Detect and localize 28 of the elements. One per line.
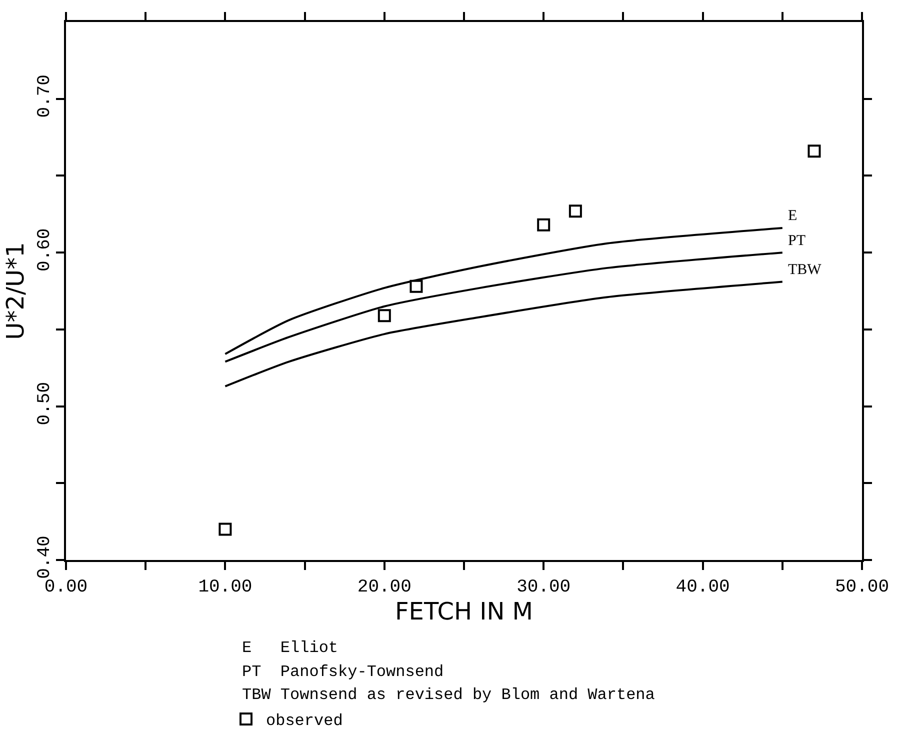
y-tick-label: 0.60 [34, 228, 55, 272]
line-series [224, 280, 784, 388]
x-tick-label: 40.00 [676, 578, 730, 598]
point [378, 309, 391, 322]
point [218, 522, 232, 536]
x-tick-label: 20.00 [357, 578, 412, 598]
x-axis-title: FETCH IN M [394, 598, 534, 626]
series-label: TBW [788, 262, 822, 278]
text: TBW Townsend as revised by Blom and Wartena [242, 686, 656, 704]
line-series [224, 226, 784, 356]
point [808, 144, 821, 158]
x-tick-label: 30.00 [516, 578, 571, 598]
x-tick-label: 10.00 [198, 578, 252, 598]
series-label: PT [788, 233, 806, 249]
y-tick-label: 0.70 [34, 74, 55, 118]
y-axis-title: U*2/U*1 [1, 242, 30, 340]
text: PT Panofsky-Townsend [242, 663, 444, 681]
series-label: E [788, 208, 798, 224]
text: E Elliot [242, 639, 338, 657]
point [410, 280, 423, 293]
y-tick-label: 0.40 [34, 536, 55, 579]
point [537, 218, 550, 232]
point [568, 204, 582, 218]
legend-label: observed [266, 712, 343, 730]
x-tick-label: 50.00 [834, 578, 890, 598]
y-tick-label: 0.50 [34, 382, 55, 426]
line-series [224, 252, 784, 363]
x-tick-label: 0.00 [44, 578, 88, 598]
